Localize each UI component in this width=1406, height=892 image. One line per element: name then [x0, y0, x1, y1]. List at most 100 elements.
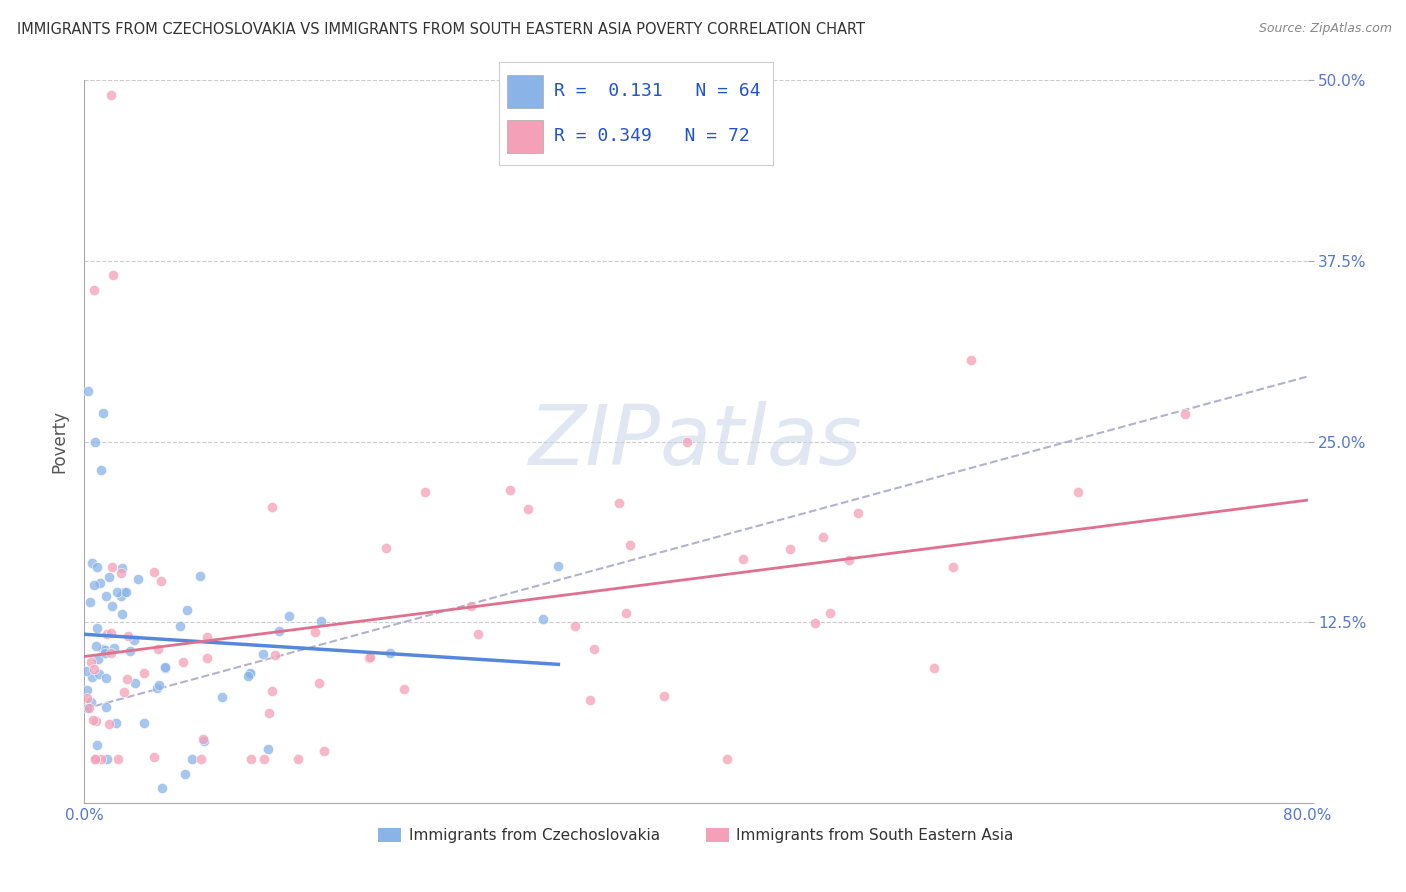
Point — [155, 659, 177, 673]
Point — [83, 283, 105, 297]
Point — [498, 483, 520, 497]
Point — [107, 752, 129, 766]
Point — [811, 530, 834, 544]
Point — [211, 690, 233, 704]
Point — [83, 752, 105, 766]
Y-axis label: Poverty: Poverty — [51, 410, 69, 473]
Point — [115, 585, 138, 599]
Point — [98, 716, 121, 731]
Point — [84, 434, 107, 449]
Point — [127, 572, 149, 586]
Text: R =  0.131   N = 64: R = 0.131 N = 64 — [554, 82, 761, 100]
Point — [380, 646, 402, 660]
Point — [578, 693, 600, 707]
Point — [134, 665, 156, 680]
Point — [169, 619, 191, 633]
Point — [195, 651, 218, 665]
Point — [112, 585, 135, 599]
Point — [112, 685, 135, 699]
Point — [86, 651, 108, 665]
Point — [101, 560, 124, 574]
Point — [359, 649, 381, 664]
Point — [922, 661, 945, 675]
Point — [100, 626, 122, 640]
Point — [582, 641, 605, 656]
Point — [100, 87, 122, 102]
Point — [716, 752, 738, 766]
Point — [117, 629, 139, 643]
Point — [96, 626, 118, 640]
Point — [143, 750, 166, 764]
Point — [654, 689, 676, 703]
Point — [86, 738, 108, 752]
Point — [82, 713, 104, 727]
Point — [96, 672, 118, 686]
Point — [193, 733, 215, 747]
Point — [96, 752, 118, 766]
Point — [460, 599, 482, 613]
Point — [94, 646, 117, 660]
Point — [76, 701, 98, 715]
Point — [942, 560, 965, 574]
Point — [1067, 485, 1090, 500]
Point — [516, 502, 538, 516]
Point — [86, 559, 108, 574]
Point — [239, 752, 262, 766]
Point — [195, 630, 218, 644]
Point — [76, 384, 98, 398]
Point — [252, 647, 274, 661]
Text: IMMIGRANTS FROM CZECHOSLOVAKIA VS IMMIGRANTS FROM SOUTH EASTERN ASIA POVERTY COR: IMMIGRANTS FROM CZECHOSLOVAKIA VS IMMIGR… — [17, 22, 865, 37]
Point — [120, 643, 142, 657]
Point — [176, 602, 198, 616]
Point — [174, 767, 197, 781]
Point — [263, 648, 285, 662]
Point — [238, 668, 260, 682]
Point — [262, 500, 284, 515]
Point — [374, 541, 396, 555]
Point — [312, 744, 335, 758]
Bar — [508, 120, 543, 153]
Point — [564, 619, 586, 633]
Point — [531, 612, 554, 626]
Point — [392, 682, 415, 697]
Point — [547, 559, 569, 574]
Point — [1174, 408, 1197, 422]
Point — [260, 683, 283, 698]
Point — [153, 661, 176, 675]
Point — [83, 577, 105, 591]
Point — [238, 667, 260, 681]
Legend: Immigrants from Czechoslovakia, Immigrants from South Eastern Asia: Immigrants from Czechoslovakia, Immigran… — [373, 822, 1019, 849]
Point — [191, 732, 214, 747]
Point — [115, 672, 138, 686]
Point — [960, 352, 983, 367]
Point — [267, 624, 290, 639]
Point — [76, 690, 98, 705]
Point — [779, 541, 801, 556]
Point — [820, 607, 842, 621]
Point — [94, 643, 117, 657]
Point — [100, 646, 122, 660]
Point — [111, 607, 134, 621]
Point — [91, 406, 114, 420]
Point — [607, 496, 630, 510]
Point — [105, 716, 128, 731]
Point — [467, 627, 489, 641]
Point — [838, 553, 860, 567]
Point — [86, 714, 108, 729]
Point — [80, 556, 103, 570]
Point — [83, 662, 105, 676]
Point — [614, 606, 637, 620]
Point — [83, 752, 105, 766]
Point — [105, 584, 128, 599]
Point — [98, 570, 121, 584]
Point — [359, 651, 381, 665]
Point — [90, 463, 112, 477]
Point — [89, 576, 111, 591]
Point — [87, 667, 110, 681]
Point — [150, 781, 173, 796]
Point — [188, 569, 211, 583]
Text: Source: ZipAtlas.com: Source: ZipAtlas.com — [1258, 22, 1392, 36]
Point — [103, 641, 125, 656]
Point — [79, 595, 101, 609]
Point — [257, 741, 280, 756]
